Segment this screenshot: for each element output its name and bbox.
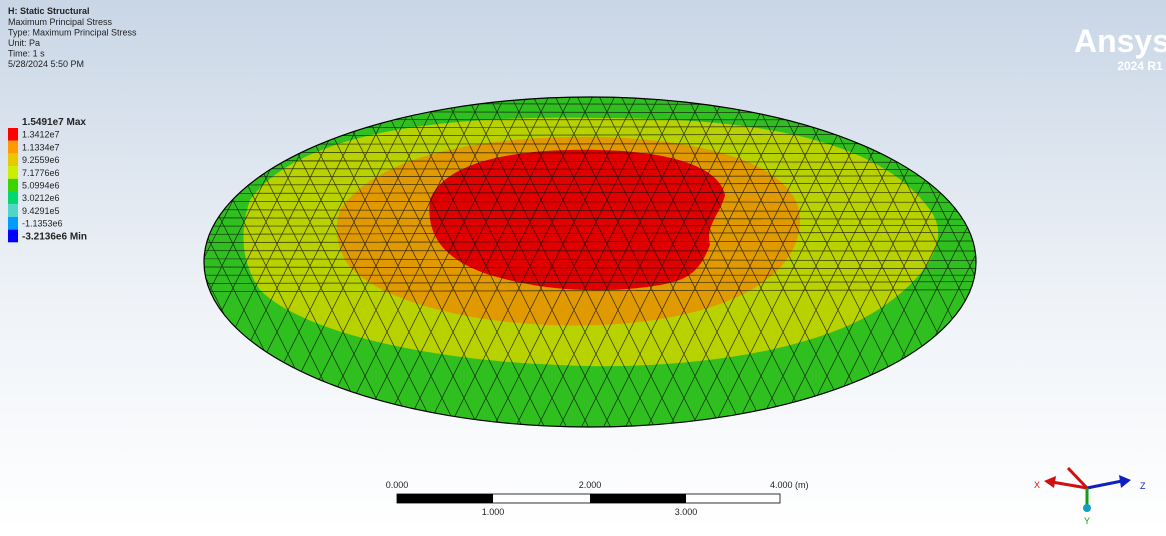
legend-swatch [8,192,18,205]
legend-label: 3.0212e6 [22,193,60,203]
result-title: H: Static Structural [8,6,90,16]
info-line: Time: 1 s [8,49,45,59]
legend-swatch [8,217,18,230]
legend-label: 7.1776e6 [22,168,60,178]
axis-label: Z [1140,481,1146,491]
legend-label: 9.2559e6 [22,155,60,165]
legend-swatch [8,230,18,243]
logo: Ansys [1074,23,1166,59]
legend-label: 9.4291e5 [22,206,60,216]
legend-label: 5.0994e6 [22,181,60,191]
legend-swatch [8,204,18,217]
legend-swatch [8,128,18,141]
info-line: Type: Maximum Principal Stress [8,28,137,38]
legend-label: -3.2136e6 Min [22,231,87,242]
info-line: Unit: Pa [8,38,40,48]
scale-label: 3.000 [675,507,698,517]
legend-swatch [8,179,18,192]
info-line: Maximum Principal Stress [8,17,113,27]
scale-label: 2.000 [579,480,602,490]
scale-label: 4.000 (m) [770,480,809,490]
legend-label: 1.1334e7 [22,142,60,152]
axis-label: X [1034,480,1040,490]
viewport: H: Static Structural Maximum Principal S… [0,0,1166,531]
axis-label: Y [1084,516,1090,526]
legend-label: 1.3412e7 [22,130,60,140]
logo-version: 2024 R1 [1117,59,1163,73]
legend-swatch [8,153,18,166]
legend-swatch [8,141,18,154]
legend-swatch [8,166,18,179]
scale-label: 1.000 [482,507,505,517]
legend-label: -1.1353e6 [22,219,63,229]
scale-label: 0.000 [386,480,409,490]
info-line: 5/28/2024 5:50 PM [8,59,84,69]
legend-label: 1.5491e7 Max [22,117,86,128]
